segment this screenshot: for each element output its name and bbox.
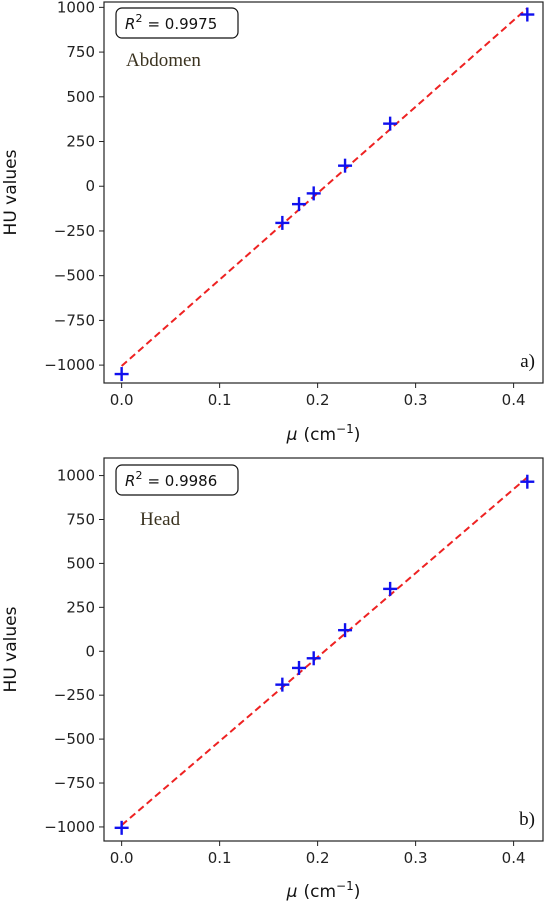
head-r2-value: = 0.9986 [147, 472, 217, 490]
head-data-point [114, 820, 129, 835]
head-y-tick-label: −500 [54, 730, 95, 748]
head-x-axis-exp: −1 [336, 879, 354, 893]
abdomen-x-axis-label: μ (cm−1) [286, 422, 361, 445]
abdomen-region-label: Abdomen [126, 50, 201, 71]
head-data-point [338, 623, 353, 638]
head-x-axis-label: μ (cm−1) [286, 879, 361, 902]
head-panel-tag: b) [519, 809, 535, 830]
head-x-tick-label: 0.0 [110, 849, 134, 867]
abdomen-x-tick-label: 0.0 [110, 391, 134, 409]
abdomen-data-point [520, 7, 535, 22]
chart-panel-head: −1000 −750 −500 −250 0 250 500 750 1000 0.0 0.1 0.2… [0, 452, 550, 903]
head-data-point [275, 677, 290, 692]
abdomen-r2-text: R2 = 0.9975 [125, 12, 217, 33]
abdomen-y-tick-label: −500 [54, 267, 95, 285]
head-data-point [520, 474, 535, 489]
abdomen-y-tick-label: −750 [54, 311, 95, 329]
head-x-axis-unit: (cm [303, 882, 336, 902]
head-data-point [306, 651, 321, 666]
abdomen-data-point [114, 367, 129, 382]
head-y-tick-label: −750 [54, 774, 95, 792]
abdomen-y-tick-label: 250 [66, 133, 95, 151]
abdomen-y-tick-label: 0 [85, 177, 95, 195]
head-y-tick-label: 250 [66, 598, 95, 616]
head-y-axis-label: HU values [1, 606, 21, 692]
head-data-point [383, 581, 398, 596]
chart-panel-abdomen: −1000 −750 −500 −250 0 250 500 750 1000 0.0 0.1 0.2… [0, 0, 550, 451]
abdomen-data-point [275, 215, 290, 230]
abdomen-r2-symbol: R [125, 15, 135, 33]
abdomen-data-point [292, 197, 307, 212]
abdomen-y-tick-label: 1000 [57, 0, 95, 16]
abdomen-y-tick-label: −250 [54, 222, 95, 240]
head-r2-exp: 2 [135, 469, 142, 482]
head-r2-box [115, 464, 239, 496]
abdomen-x-axis-mu: μ [286, 425, 298, 445]
abdomen-panel-tag: a) [520, 351, 535, 372]
abdomen-data-point [306, 186, 321, 201]
abdomen-r2-exp: 2 [135, 12, 142, 25]
abdomen-fit-line [120, 7, 528, 367]
head-y-tick-label: −250 [54, 686, 95, 704]
head-x-axis-mu: μ [286, 882, 298, 902]
abdomen-data-point [383, 116, 398, 131]
head-y-tick-label: 0 [85, 642, 95, 660]
head-y-tick-label: −1000 [44, 818, 95, 836]
abdomen-plot-frame [103, 1, 544, 384]
head-y-tick-label: 1000 [57, 467, 95, 485]
abdomen-data-point [338, 158, 353, 173]
abdomen-x-axis-unit: (cm [303, 425, 336, 445]
abdomen-x-axis-exp: −1 [336, 422, 354, 436]
abdomen-x-tick-label: 0.4 [502, 391, 526, 409]
head-y-tick-label: 500 [66, 554, 95, 572]
abdomen-x-tick-label: 0.3 [404, 391, 428, 409]
abdomen-r2-box [115, 7, 239, 39]
head-x-axis-close: ) [354, 882, 361, 902]
chart-abdomen: −1000 −750 −500 −250 0 250 500 750 1000 0.0 0.1 0.2… [1, 0, 544, 445]
head-r2-symbol: R [125, 472, 135, 490]
abdomen-y-tick-label: 750 [66, 43, 95, 61]
head-x-tick-label: 0.4 [502, 849, 526, 867]
head-y-tick-label: 750 [66, 510, 95, 528]
abdomen-x-tick-label: 0.2 [306, 391, 330, 409]
head-region-label: Head [140, 509, 181, 530]
head-x-tick-label: 0.2 [306, 849, 330, 867]
chart-head: −1000 −750 −500 −250 0 250 500 750 1000 0.0 0.1 0.2… [1, 457, 544, 902]
head-x-tick-label: 0.3 [404, 849, 428, 867]
abdomen-y-axis-label: HU values [1, 149, 21, 235]
abdomen-x-axis-close: ) [354, 425, 361, 445]
head-x-tick-label: 0.1 [208, 849, 232, 867]
head-r2-text: R2 = 0.9986 [125, 469, 217, 490]
head-data-point [292, 660, 307, 675]
abdomen-r2-value: = 0.9975 [147, 15, 217, 33]
abdomen-y-tick-label: −1000 [44, 356, 95, 374]
abdomen-y-tick-label: 500 [66, 88, 95, 106]
abdomen-x-tick-label: 0.1 [208, 391, 232, 409]
head-fit-line [120, 476, 528, 826]
head-plot-frame [103, 457, 544, 842]
